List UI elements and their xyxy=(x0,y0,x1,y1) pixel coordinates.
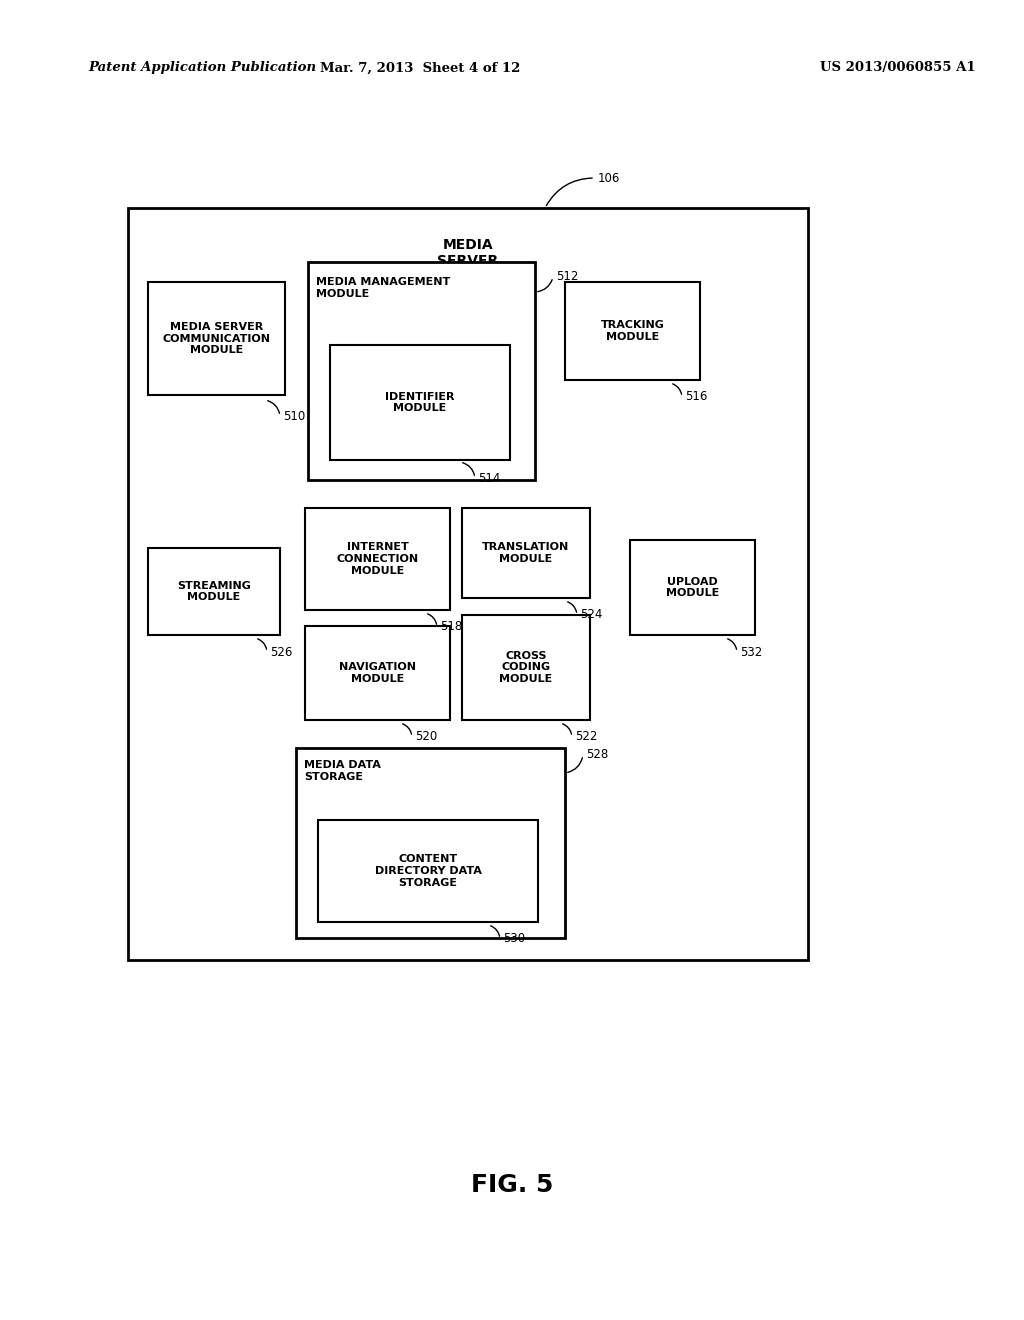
Bar xyxy=(148,282,285,395)
Text: 516: 516 xyxy=(685,391,708,404)
Text: 524: 524 xyxy=(580,609,602,622)
Text: TRACKING
MODULE: TRACKING MODULE xyxy=(600,321,665,342)
Text: MEDIA MANAGEMENT
MODULE: MEDIA MANAGEMENT MODULE xyxy=(316,277,451,298)
Text: 518: 518 xyxy=(440,620,462,634)
Bar xyxy=(148,548,280,635)
Bar xyxy=(462,508,590,598)
Text: CROSS
CODING
MODULE: CROSS CODING MODULE xyxy=(500,651,553,684)
Bar xyxy=(296,748,565,939)
Text: 510: 510 xyxy=(283,409,305,422)
Bar xyxy=(308,261,535,480)
Bar xyxy=(630,540,755,635)
Text: MEDIA SERVER
COMMUNICATION
MODULE: MEDIA SERVER COMMUNICATION MODULE xyxy=(163,322,270,355)
Text: Patent Application Publication: Patent Application Publication xyxy=(88,62,316,74)
Text: UPLOAD
MODULE: UPLOAD MODULE xyxy=(666,577,719,598)
Bar xyxy=(305,508,450,610)
Text: 512: 512 xyxy=(556,271,579,284)
Bar xyxy=(565,282,700,380)
Text: 514: 514 xyxy=(478,471,501,484)
Text: 522: 522 xyxy=(575,730,597,743)
Bar xyxy=(318,820,538,921)
Text: 532: 532 xyxy=(740,645,762,659)
Text: 530: 530 xyxy=(503,932,525,945)
Text: US 2013/0060855 A1: US 2013/0060855 A1 xyxy=(820,62,976,74)
Text: INTERNET
CONNECTION
MODULE: INTERNET CONNECTION MODULE xyxy=(337,543,419,576)
Text: 106: 106 xyxy=(598,172,621,185)
Text: CONTENT
DIRECTORY DATA
STORAGE: CONTENT DIRECTORY DATA STORAGE xyxy=(375,854,481,887)
Bar xyxy=(462,615,590,719)
Text: MEDIA
SERVER: MEDIA SERVER xyxy=(437,238,499,268)
Bar xyxy=(305,626,450,719)
Text: 526: 526 xyxy=(270,645,293,659)
Text: STREAMING
MODULE: STREAMING MODULE xyxy=(177,581,251,602)
Bar xyxy=(128,209,808,960)
Text: FIG. 5: FIG. 5 xyxy=(471,1173,553,1197)
Text: 528: 528 xyxy=(586,748,608,762)
Text: MEDIA DATA
STORAGE: MEDIA DATA STORAGE xyxy=(304,760,381,781)
Text: Mar. 7, 2013  Sheet 4 of 12: Mar. 7, 2013 Sheet 4 of 12 xyxy=(319,62,520,74)
Text: IDENTIFIER
MODULE: IDENTIFIER MODULE xyxy=(385,392,455,413)
Text: TRANSLATION
MODULE: TRANSLATION MODULE xyxy=(482,543,569,564)
Bar xyxy=(330,345,510,459)
Text: NAVIGATION
MODULE: NAVIGATION MODULE xyxy=(339,663,416,684)
Text: 520: 520 xyxy=(415,730,437,743)
